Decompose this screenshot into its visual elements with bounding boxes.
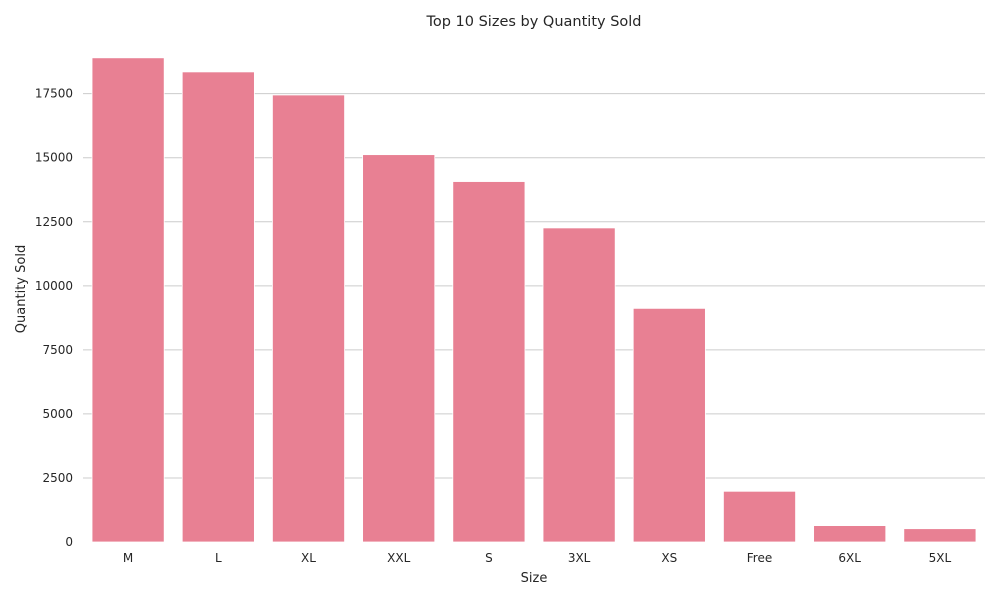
bar-s: [452, 181, 526, 543]
y-tick-label: 12500: [35, 215, 73, 229]
bar-m: [91, 57, 165, 543]
x-tick-label: XS: [661, 551, 677, 565]
y-tick-label: 5000: [42, 407, 73, 421]
x-axis-ticks: M L XL XXL S 3XL XS Free 6XL 5XL: [123, 551, 952, 565]
bar-free: [723, 490, 796, 543]
y-tick-label: 7500: [42, 343, 73, 357]
bar-xs: [632, 307, 706, 543]
x-tick-label: M: [123, 551, 133, 565]
y-tick-label: 17500: [35, 87, 73, 101]
bar-l: [181, 71, 255, 543]
x-tick-label: 3XL: [568, 551, 591, 565]
x-tick-label: XL: [301, 551, 316, 565]
y-tick-label: 15000: [35, 151, 73, 165]
bar-3xl: [542, 227, 616, 543]
x-tick-label: 6XL: [838, 551, 861, 565]
x-tick-label: S: [485, 551, 493, 565]
x-tick-label: Free: [747, 551, 772, 565]
x-axis-title: Size: [521, 571, 548, 586]
bar-xl: [272, 94, 345, 543]
y-axis-title: Quantity Sold: [14, 245, 29, 333]
y-tick-label: 10000: [35, 279, 73, 293]
y-tick-label: 2500: [42, 471, 73, 485]
bars: [91, 57, 977, 543]
y-tick-label: 0: [65, 535, 73, 549]
x-tick-label: 5XL: [929, 551, 952, 565]
y-axis-ticks: 0 2500 5000 7500 10000 12500 15000 17500: [35, 87, 73, 549]
x-tick-label: L: [215, 551, 222, 565]
chart-title: Top 10 Sizes by Quantity Sold: [425, 14, 641, 30]
bar-6xl: [813, 525, 887, 543]
bar-5xl: [903, 528, 977, 543]
bar-xxl: [362, 154, 436, 543]
x-tick-label: XXL: [387, 551, 410, 565]
